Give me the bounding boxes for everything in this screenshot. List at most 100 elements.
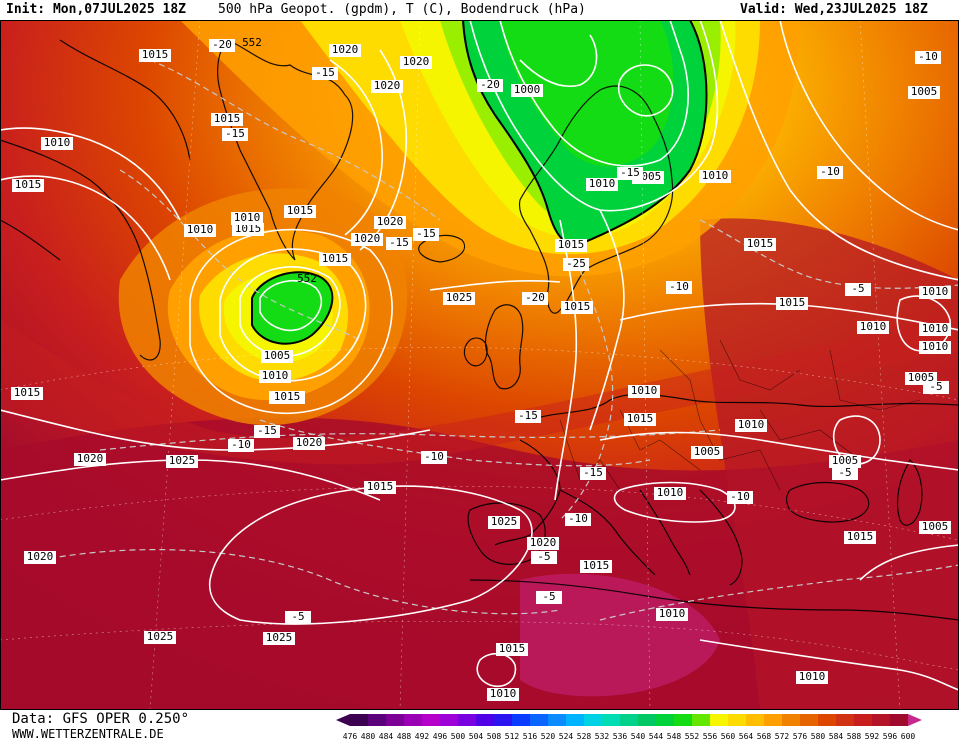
legend-swatch xyxy=(638,714,656,726)
pressure-label: 1005 xyxy=(908,371,935,384)
temperature-label: -15 xyxy=(583,466,603,479)
pressure-label: 1005 xyxy=(911,85,938,98)
pressure-label: 1015 xyxy=(779,296,806,309)
pressure-label: 1020 xyxy=(354,232,381,245)
legend-swatch xyxy=(350,714,368,726)
isotherms xyxy=(39,59,959,621)
pressure-label: 1020 xyxy=(77,452,104,465)
temperature-label: -10 xyxy=(424,450,444,463)
legend-tick-label: 476 xyxy=(343,732,358,741)
pressure-label: 1005 xyxy=(264,349,291,362)
legend-swatch xyxy=(836,714,854,726)
graticule xyxy=(0,19,959,711)
pressure-label: 1010 xyxy=(659,607,686,620)
pressure-label: 1010 xyxy=(702,169,729,182)
legend-swatch xyxy=(584,714,602,726)
temperature-label: -5 xyxy=(291,610,304,623)
pressure-label: 1015 xyxy=(14,386,41,399)
temperature-label: -15 xyxy=(620,166,640,179)
pressure-label: 1010 xyxy=(631,384,658,397)
legend-swatch xyxy=(800,714,818,726)
pressure-label: 1010 xyxy=(922,322,949,335)
temperature-label: -15 xyxy=(315,66,335,79)
coastlines xyxy=(0,39,959,621)
height-field-south xyxy=(0,417,959,710)
pressure-label: 1005 xyxy=(694,445,721,458)
legend-tick-label: 564 xyxy=(739,732,754,741)
pressure-label: 1025 xyxy=(491,515,518,528)
legend-swatch xyxy=(620,714,638,726)
weather-map: 1015 1015 1010 1010 1015 1015 1020 1020 … xyxy=(0,19,959,730)
pressure-label: 1020 xyxy=(377,215,404,228)
legend-tick-label: 596 xyxy=(883,732,898,741)
valid-time: Valid: Wed,23JUL2025 18Z xyxy=(740,2,928,17)
height-label: 552 xyxy=(297,272,317,285)
legend-swatch xyxy=(710,714,728,726)
temperature-label: -15 xyxy=(416,227,436,240)
legend-tick-label: 560 xyxy=(721,732,736,741)
mid-band xyxy=(0,310,959,465)
pressure-label: 1015 xyxy=(214,112,241,125)
legend-swatch xyxy=(674,714,692,726)
temperature-label: -10 xyxy=(231,438,251,451)
pressure-label: 1010 xyxy=(234,211,261,224)
pressure-label: 1015 xyxy=(15,178,42,191)
legend-tick-label: 540 xyxy=(631,732,646,741)
legend-swatch xyxy=(404,714,422,726)
pressure-label: 1015 xyxy=(747,237,774,250)
legend-swatch xyxy=(476,714,494,726)
pressure-label: 1010 xyxy=(44,136,71,149)
legend-swatch xyxy=(530,714,548,726)
pressure-label: 1015 xyxy=(274,390,301,403)
legend-tick-label: 576 xyxy=(793,732,808,741)
temperature-label: -10 xyxy=(730,490,750,503)
temperature-label: -5 xyxy=(542,590,555,603)
legend-tick-label: 584 xyxy=(829,732,844,741)
website-label: WWW.WETTERZENTRALE.DE xyxy=(12,727,164,741)
legend-tick-label: 552 xyxy=(685,732,700,741)
pressure-label: 1015 xyxy=(235,222,262,235)
inner-green xyxy=(500,20,674,167)
temperature-label: -10 xyxy=(568,512,588,525)
legend-swatch xyxy=(512,714,530,726)
legend-tick-label: 484 xyxy=(379,732,394,741)
height-label: 552 xyxy=(242,36,262,49)
legend-tick-label: 492 xyxy=(415,732,430,741)
legend-tick-label: 536 xyxy=(613,732,628,741)
pressure-label: 1015 xyxy=(322,252,349,265)
pressure-label: 1010 xyxy=(589,177,616,190)
pressure-label: 1020 xyxy=(27,550,54,563)
legend-tick-label: 572 xyxy=(775,732,790,741)
pressure-label: 1010 xyxy=(922,285,949,298)
legend-swatch xyxy=(440,714,458,726)
temperature-label: -15 xyxy=(518,409,538,422)
pressure-label: 1010 xyxy=(738,418,765,431)
pressure-label: 1020 xyxy=(296,436,323,449)
legend-tick-label: 520 xyxy=(541,732,556,741)
pressure-label: 1025 xyxy=(147,630,174,643)
pressure-label: 1010 xyxy=(657,486,684,499)
legend-tick-label: 588 xyxy=(847,732,862,741)
pressure-label: 1015 xyxy=(847,530,874,543)
legend-swatch xyxy=(548,714,566,726)
data-source-label: Data: GFS OPER 0.250° xyxy=(12,711,190,727)
legend-tick-label: 488 xyxy=(397,732,412,741)
temperature-labels: -20 -15 -15 -15 -15 -20 -25 -10 -15 -10 … xyxy=(112,38,949,730)
legend-swatch xyxy=(746,714,764,726)
legend-tick-label: 508 xyxy=(487,732,502,741)
legend-arrow-left xyxy=(336,714,350,726)
legend-tick-label: 544 xyxy=(649,732,664,741)
temperature-label: -10 xyxy=(669,280,689,293)
legend-swatch xyxy=(656,714,674,726)
pressure-label: 1010 xyxy=(799,670,826,683)
legend-swatch xyxy=(386,714,404,726)
pressure-label: 1015 xyxy=(142,48,169,61)
pressure-label: 1015 xyxy=(499,642,526,655)
pressure-labels: 1015 1015 1010 1010 1015 1015 1020 1020 … xyxy=(11,36,951,701)
legend-tick-label: 592 xyxy=(865,732,880,741)
temperature-label: -15 xyxy=(257,424,277,437)
footer-bar: Data: GFS OPER 0.250° WWW.WETTERZENTRALE… xyxy=(0,710,959,741)
temperature-label: -25 xyxy=(566,257,586,270)
legend-swatch xyxy=(728,714,746,726)
pressure-label: 1020 xyxy=(332,43,359,56)
